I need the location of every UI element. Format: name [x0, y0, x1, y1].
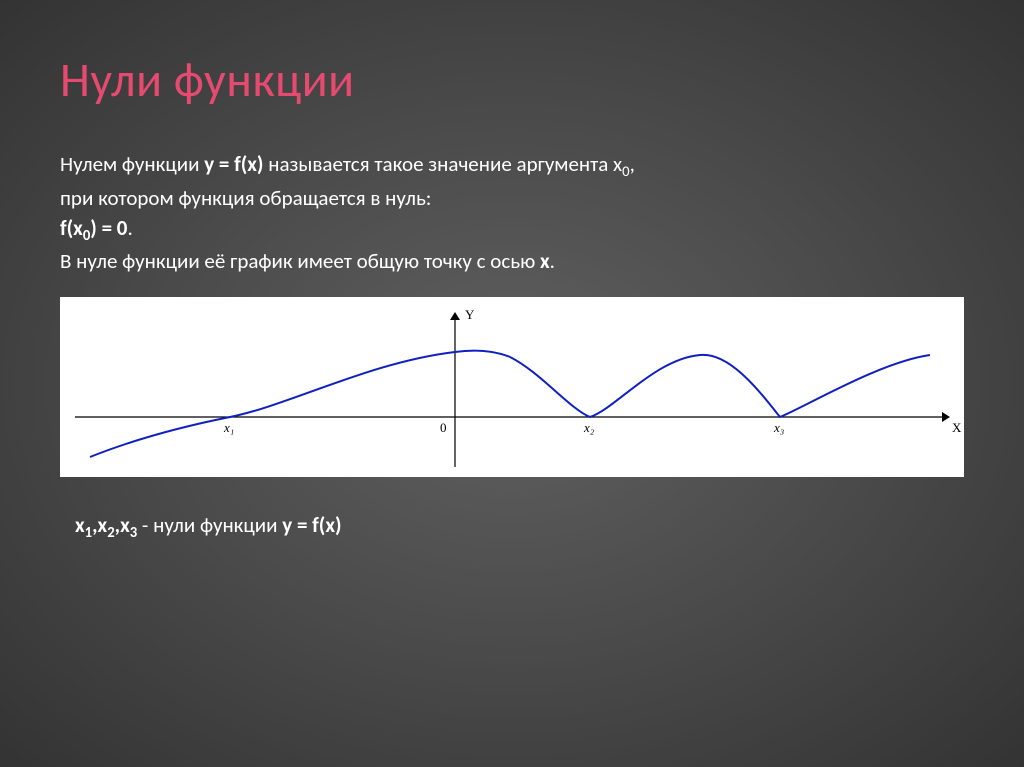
def-text: f(x [60, 215, 83, 241]
cap-sub: 1 [85, 523, 92, 541]
svg-text:X: X [952, 420, 962, 435]
def-text: . [550, 248, 555, 274]
caption-line: x1,x2,x3 - нули функции y = f(x) [75, 512, 964, 541]
def-text: В нуле функции её график имеет общую точ… [60, 248, 540, 274]
cap-sub: 2 [107, 523, 114, 541]
def-text: , [630, 151, 635, 177]
definition-line-2: при котором функция обращается в нуль: [60, 183, 964, 213]
def-func: y = f(x) [204, 151, 263, 177]
cap-x: x [98, 512, 108, 538]
cap-x: x [75, 512, 85, 538]
caption-zeros: x1,x2,x3 [75, 512, 137, 538]
definition-line-1: Нулем функции y = f(x) называется такое … [60, 149, 964, 183]
slide-container: Нули функции Нулем функции y = f(x) назы… [0, 0, 1024, 767]
cap-func: y = f(x) [282, 512, 341, 538]
def-text: Нулем функции [60, 151, 204, 177]
cap-x: x [120, 512, 130, 538]
def-sub: 0 [622, 162, 629, 180]
definition-block: Нулем функции y = f(x) называется такое … [60, 149, 964, 277]
def-text: называется такое значение аргумента x [263, 151, 622, 177]
def-axis-x: x [540, 248, 550, 274]
def-text: ) = 0 [90, 215, 127, 241]
function-zeros-chart: X Y 0 x₁ x₂ x₃ [60, 297, 964, 477]
def-fx: f(x0) = 0 [60, 215, 127, 241]
svg-text:x₁: x₁ [223, 420, 234, 435]
def-text: . [127, 215, 132, 241]
definition-line-3: f(x0) = 0. [60, 213, 964, 247]
svg-text:x₂: x₂ [583, 420, 595, 435]
chart-panel: X Y 0 x₁ x₂ x₃ [60, 297, 964, 477]
svg-text:x₃: x₃ [773, 420, 784, 435]
cap-mid: - нули функции [137, 512, 282, 538]
svg-text:Y: Y [465, 307, 475, 322]
slide-title: Нули функции [60, 50, 964, 109]
svg-text:0: 0 [440, 420, 447, 435]
definition-line-4: В нуле функции её график имеет общую точ… [60, 246, 964, 276]
